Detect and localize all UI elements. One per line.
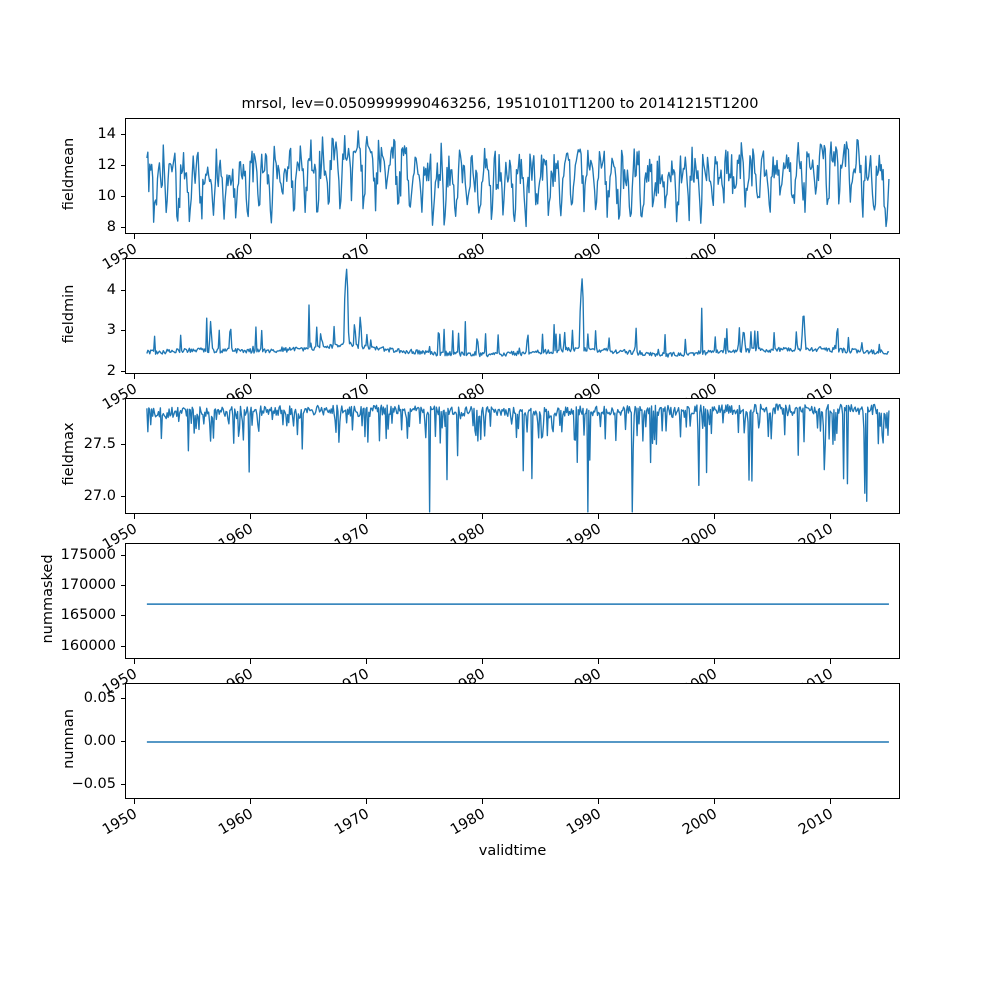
y-tick-mark (120, 584, 125, 586)
x-tick-mark (482, 234, 484, 239)
subplot-axes-numnan (125, 683, 900, 799)
x-tick-mark (134, 234, 136, 239)
x-tick-mark (714, 799, 716, 804)
y-tick-label: 170000 (60, 576, 116, 593)
x-tick-mark (366, 374, 368, 379)
series-fieldmean (146, 130, 890, 228)
y-tick-mark (120, 134, 125, 136)
x-tick-mark (714, 374, 716, 379)
y-tick-label: 175000 (60, 546, 116, 563)
x-tick-mark (830, 514, 832, 519)
y-tick-label: 3 (106, 322, 116, 339)
x-tick-mark (250, 234, 252, 239)
y-tick-mark (120, 371, 125, 373)
x-tick-mark (598, 799, 600, 804)
x-tick-mark (598, 514, 600, 519)
figure-title: mrsol, lev=0.0509999990463256, 19510101T… (241, 96, 759, 112)
x-tick-mark (366, 234, 368, 239)
y-tick-mark (120, 227, 125, 229)
x-tick-mark (250, 374, 252, 379)
y-tick-label: 2 (106, 363, 116, 380)
series-fieldmax (146, 403, 890, 513)
y-tick-mark (120, 698, 125, 700)
subplot-axes-nummasked (125, 543, 900, 659)
x-tick-mark (366, 514, 368, 519)
x-tick-mark (134, 514, 136, 519)
y-tick-label: 165000 (60, 607, 116, 624)
x-tick-mark (482, 799, 484, 804)
data-line (146, 130, 890, 228)
x-tick-mark (134, 659, 136, 664)
y-tick-mark (120, 196, 125, 198)
y-tick-label: 0.05 (83, 690, 116, 707)
x-tick-mark (134, 374, 136, 379)
y-axis-label-fieldmax: fieldmax (61, 422, 77, 486)
y-axis-label-nummasked: nummasked (40, 554, 56, 644)
x-tick-mark (482, 374, 484, 379)
y-tick-label: 8 (106, 219, 116, 235)
x-tick-mark (830, 659, 832, 664)
series-numnan (146, 741, 889, 743)
y-tick-mark (120, 444, 125, 446)
y-axis-label-numnan: numnan (61, 709, 77, 769)
y-tick-mark (120, 330, 125, 332)
x-tick-mark (598, 374, 600, 379)
series-nummasked (146, 603, 889, 605)
y-tick-label: −0.05 (71, 775, 116, 792)
y-tick-label: 27.0 (83, 487, 116, 504)
y-tick-mark (120, 495, 125, 497)
x-tick-mark (830, 234, 832, 239)
y-tick-label: 27.5 (83, 436, 116, 453)
y-tick-mark (120, 645, 125, 647)
x-tick-mark (482, 659, 484, 664)
x-tick-mark (366, 799, 368, 804)
x-tick-mark (714, 514, 716, 519)
x-tick-mark (366, 659, 368, 664)
x-tick-mark (482, 514, 484, 519)
y-tick-mark (120, 615, 125, 617)
data-line (146, 403, 890, 513)
x-tick-mark (134, 799, 136, 804)
x-tick-mark (598, 234, 600, 239)
x-tick-label: 1970 (332, 806, 373, 839)
x-tick-label: 2000 (680, 806, 721, 839)
x-tick-label: 1960 (216, 806, 257, 839)
y-tick-label: 0.00 (83, 733, 116, 749)
y-tick-label: 12 (97, 157, 116, 174)
subplot-axes-fieldmax (125, 398, 900, 514)
x-tick-mark (830, 799, 832, 804)
y-tick-label: 10 (97, 188, 116, 205)
y-tick-mark (120, 783, 125, 785)
y-tick-mark (120, 289, 125, 291)
y-tick-mark (120, 554, 125, 556)
x-tick-label: 1990 (564, 806, 605, 839)
x-tick-mark (714, 234, 716, 239)
y-tick-label: 14 (97, 126, 116, 143)
x-tick-mark (830, 374, 832, 379)
x-tick-mark (250, 514, 252, 519)
y-tick-mark (120, 165, 125, 167)
x-tick-label: 1950 (100, 806, 141, 839)
x-tick-label: 1980 (448, 806, 489, 839)
x-tick-label: 2010 (796, 806, 837, 839)
y-tick-label: 4 (106, 281, 116, 298)
x-tick-mark (250, 799, 252, 804)
subplot-axes-fieldmean (125, 118, 900, 234)
data-line (146, 268, 890, 358)
x-tick-mark (250, 659, 252, 664)
series-fieldmin (146, 268, 890, 358)
subplot-axes-fieldmin (125, 258, 900, 374)
y-tick-label: 160000 (60, 637, 116, 654)
x-tick-mark (714, 659, 716, 664)
x-axis-label: validtime (478, 843, 547, 859)
y-tick-mark (120, 741, 125, 743)
x-tick-mark (598, 659, 600, 664)
